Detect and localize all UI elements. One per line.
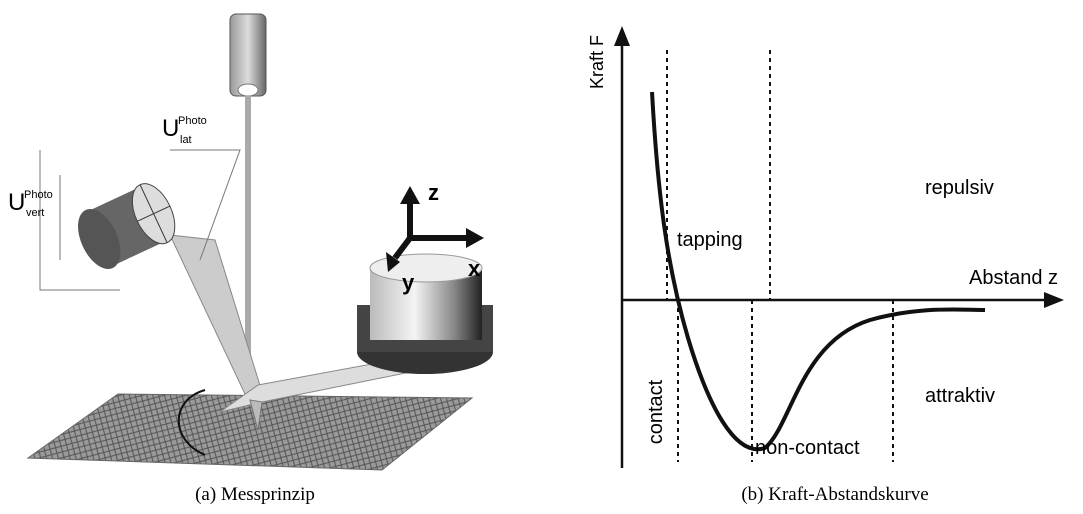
y-axis-label: Kraft F <box>587 35 607 89</box>
u-lat-sub: lat <box>180 134 192 146</box>
region-label: repulsiv <box>925 177 994 199</box>
tip <box>249 399 263 431</box>
region-label: non-contact <box>755 437 860 459</box>
region-label: contact <box>645 379 667 444</box>
panel-a: U Photo lat U Photo vert z x y (a) Messp… <box>8 13 493 505</box>
sample-surface <box>26 393 474 471</box>
coordinate-axes <box>386 186 484 272</box>
u-vert: U <box>8 189 25 216</box>
photodiode <box>78 183 176 270</box>
u-vert-sub: vert <box>26 207 44 219</box>
axis-z: z <box>428 180 439 205</box>
photodiode-frame <box>39 149 241 291</box>
axis-x: x <box>468 256 481 281</box>
x-axis-label: Abstand z <box>969 267 1058 289</box>
u-lat-sup: Photo <box>178 115 207 127</box>
rotation-arrow <box>177 389 206 456</box>
region-label: attraktiv <box>925 385 995 407</box>
panel-b: Kraft F Abstand z repulsiv tapping conta… <box>587 26 1064 505</box>
force-curve <box>650 91 986 452</box>
caption: (b) Kraft-Abstandskurve <box>741 484 928 505</box>
u-lat: U <box>162 115 179 142</box>
region-label: tapping <box>677 229 743 251</box>
x-axis-arrow <box>1044 292 1064 308</box>
laser-aperture <box>237 83 259 97</box>
axis-y: y <box>402 270 415 295</box>
u-vert-sup: Photo <box>24 189 53 201</box>
y-axis-arrow <box>614 26 630 46</box>
caption: (a) Messprinzip <box>195 484 315 505</box>
